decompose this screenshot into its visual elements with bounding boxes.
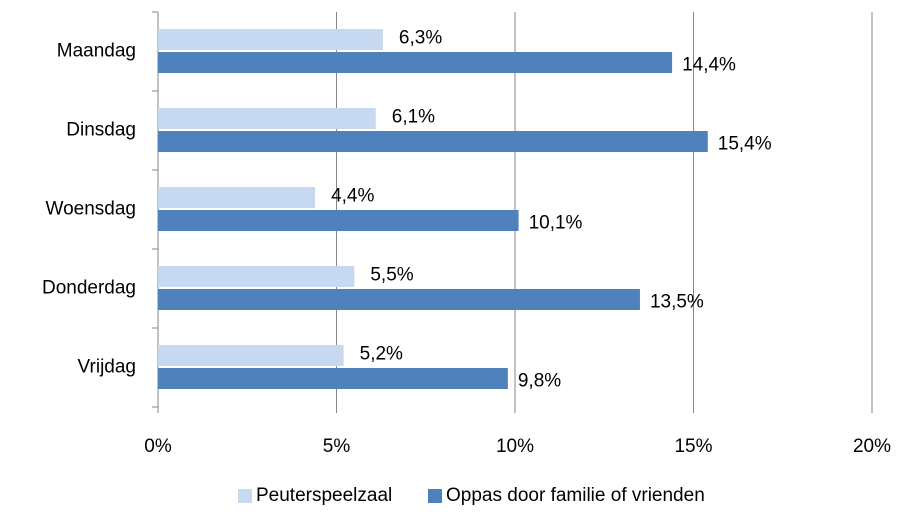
bar <box>158 266 355 287</box>
value-label: 6,3% <box>399 28 442 49</box>
value-label: 5,2% <box>360 344 403 365</box>
y-tick-label: Vrijdag <box>78 357 136 378</box>
legend-label: Peuterspeelzaal <box>256 485 392 506</box>
legend-swatch <box>238 489 252 503</box>
legend-swatch <box>428 489 442 503</box>
value-label: 10,1% <box>529 213 583 234</box>
value-label: 4,4% <box>331 186 374 207</box>
x-tick-label: 5% <box>323 436 351 457</box>
value-label: 5,5% <box>370 265 413 286</box>
bar <box>158 131 708 152</box>
y-tick-label: Donderdag <box>42 278 136 299</box>
y-tick-label: Woensdag <box>46 199 137 220</box>
value-label: 9,8% <box>518 371 561 392</box>
bar <box>158 289 640 310</box>
y-tick-label: Maandag <box>57 41 136 62</box>
y-tick-label: Dinsdag <box>66 120 136 141</box>
bar <box>158 108 376 129</box>
legend-label: Oppas door familie of vrienden <box>446 485 705 506</box>
bar <box>158 187 316 208</box>
x-tick-label: 20% <box>853 436 891 457</box>
x-tick-label: 0% <box>144 436 172 457</box>
value-label: 15,4% <box>718 134 772 155</box>
value-label: 6,1% <box>392 107 435 128</box>
x-tick-label: 10% <box>496 436 534 457</box>
x-tick-label: 15% <box>674 436 712 457</box>
value-label: 13,5% <box>650 292 704 313</box>
bar <box>158 345 344 366</box>
bar <box>158 52 673 73</box>
bar <box>158 210 519 231</box>
bar <box>158 368 508 389</box>
bar <box>158 29 383 50</box>
value-label: 14,4% <box>682 55 736 76</box>
